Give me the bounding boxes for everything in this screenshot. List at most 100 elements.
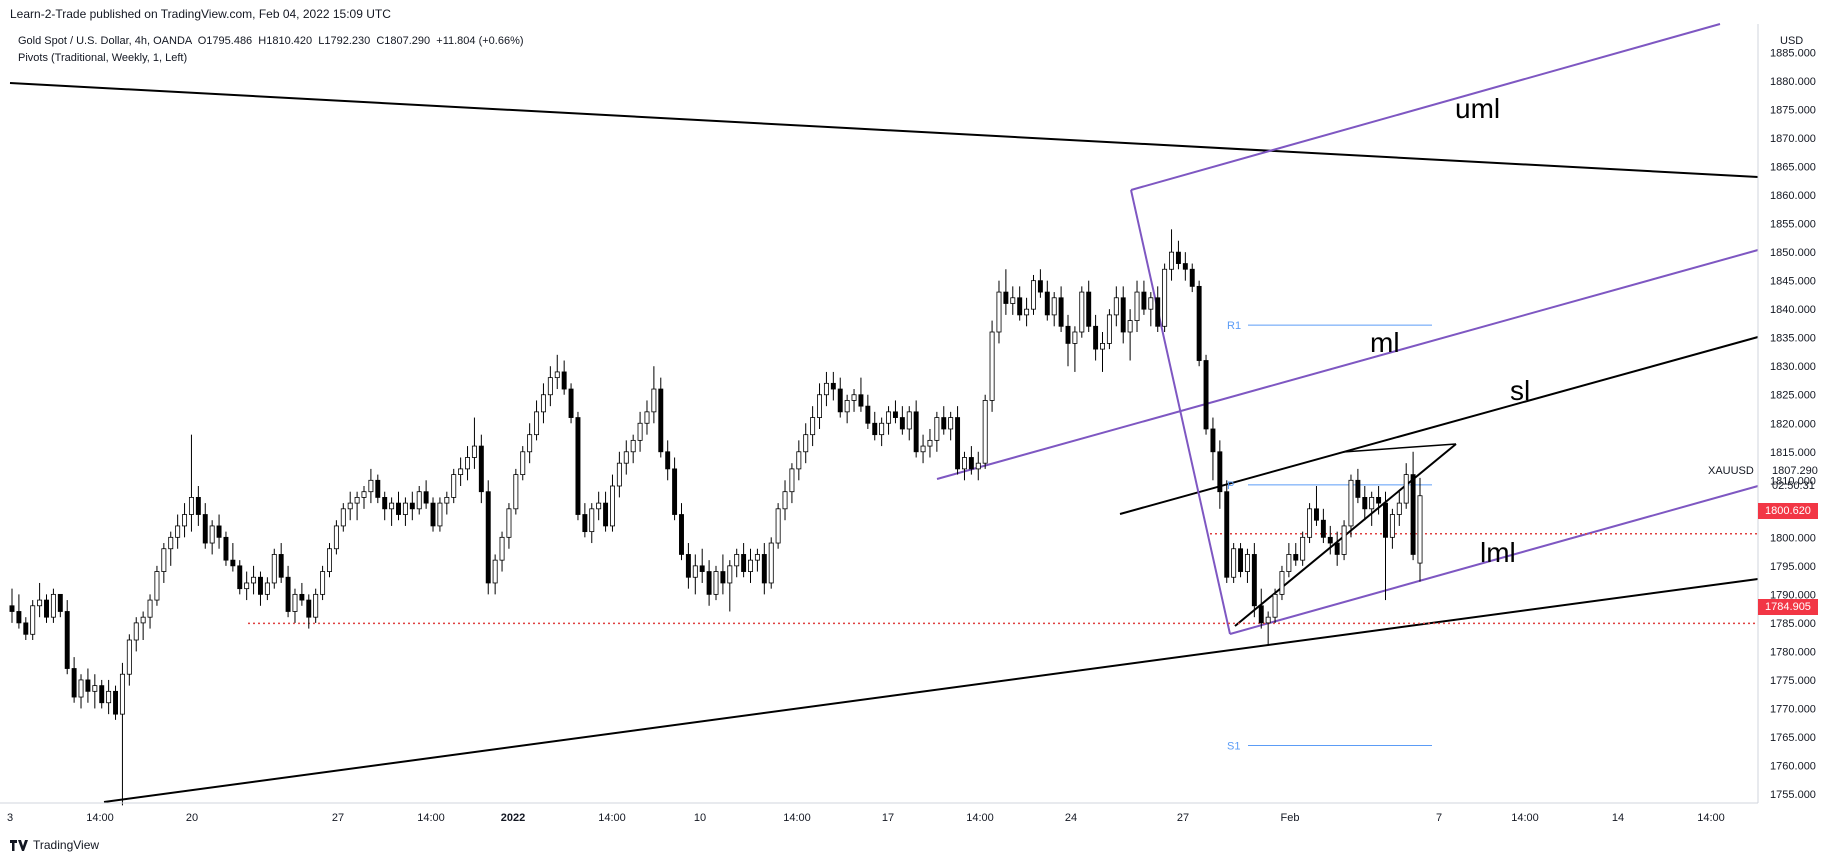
candle-body[interactable] (389, 502, 395, 510)
candle-body[interactable] (444, 497, 450, 504)
candle-body[interactable] (257, 576, 263, 595)
candle-body[interactable] (651, 388, 657, 413)
candle-body[interactable] (202, 514, 208, 544)
candle-body[interactable] (920, 445, 926, 453)
candle-body[interactable] (1093, 325, 1099, 350)
candle-body[interactable] (699, 565, 705, 572)
candle-body[interactable] (1286, 554, 1292, 572)
candle-body[interactable] (1120, 297, 1126, 333)
candle-body[interactable] (9, 605, 15, 612)
candle-body[interactable] (589, 508, 595, 533)
candle-body[interactable] (858, 394, 864, 407)
candle-body[interactable] (996, 291, 1002, 333)
candle-body[interactable] (1134, 291, 1140, 321)
candle-body[interactable] (534, 411, 540, 436)
candle-body[interactable] (1141, 291, 1147, 310)
candle-body[interactable] (692, 565, 698, 578)
candle-body[interactable] (37, 599, 43, 607)
candle-body[interactable] (209, 525, 215, 544)
candle-body[interactable] (1376, 497, 1382, 504)
candle-body[interactable] (195, 497, 201, 515)
candle-body[interactable] (126, 639, 132, 675)
candle-body[interactable] (30, 605, 36, 635)
candle-body[interactable] (1320, 519, 1326, 538)
candle-body[interactable] (1224, 491, 1230, 578)
candle-body[interactable] (1162, 268, 1168, 327)
candle-body[interactable] (188, 497, 194, 515)
candle-body[interactable] (761, 554, 767, 584)
candle-body[interactable] (637, 422, 643, 441)
candle-body[interactable] (948, 417, 954, 430)
candle-body[interactable] (119, 673, 125, 715)
candle-body[interactable] (320, 571, 326, 595)
candle-body[interactable] (1293, 554, 1299, 561)
candle-body[interactable] (1244, 554, 1250, 572)
candle-body[interactable] (1175, 251, 1181, 264)
price-axis[interactable]: 1755.000 1760.000 1765.000 1770.000 1775.000… (1757, 24, 1816, 803)
candle-body[interactable] (1010, 297, 1016, 304)
candle-body[interactable] (630, 439, 636, 453)
candle-body[interactable] (106, 690, 112, 704)
candle-body[interactable] (154, 571, 160, 601)
candle-body[interactable] (1272, 593, 1278, 618)
candle-body[interactable] (92, 685, 98, 692)
candle-body[interactable] (1383, 502, 1388, 538)
candle-body[interactable] (513, 474, 519, 510)
candle-body[interactable] (741, 554, 747, 572)
candle-body[interactable] (658, 388, 664, 453)
candle-body[interactable] (575, 417, 581, 515)
candle-body[interactable] (1265, 616, 1271, 624)
candle-body[interactable] (830, 382, 836, 390)
candle-body[interactable] (968, 457, 974, 470)
candle-body[interactable] (810, 417, 816, 436)
candle-body[interactable] (99, 685, 105, 704)
candle-body[interactable] (1051, 297, 1057, 316)
candle-body[interactable] (299, 593, 305, 601)
candle-body[interactable] (1314, 508, 1319, 521)
candle-body[interactable] (430, 502, 436, 527)
candle-body[interactable] (1058, 297, 1064, 327)
candle-body[interactable] (782, 491, 788, 510)
candle-body[interactable] (168, 536, 174, 550)
candle-body[interactable] (458, 468, 464, 475)
candle-body[interactable] (264, 582, 270, 595)
candle-body[interactable] (223, 536, 229, 561)
candle-body[interactable] (596, 502, 602, 510)
candle-body[interactable] (982, 400, 988, 464)
candle-body[interactable] (1065, 325, 1071, 344)
candle-body[interactable] (568, 388, 574, 418)
candle-body[interactable] (1396, 502, 1402, 515)
candle-body[interactable] (1341, 525, 1347, 555)
candle-body[interactable] (1307, 508, 1313, 538)
candle-body[interactable] (775, 508, 781, 544)
candle-body[interactable] (333, 525, 339, 550)
candle-body[interactable] (1044, 291, 1050, 316)
candle-body[interactable] (1196, 285, 1202, 361)
candle-body[interactable] (1417, 495, 1423, 564)
candle-body[interactable] (803, 434, 809, 453)
candle-body[interactable] (78, 679, 84, 698)
candle-body[interactable] (409, 502, 415, 510)
candle-body[interactable] (1072, 331, 1078, 344)
candle-body[interactable] (506, 508, 512, 538)
candle-body[interactable] (423, 491, 429, 504)
candle-body[interactable] (1079, 291, 1085, 333)
candle-body[interactable] (382, 497, 388, 510)
candle-body[interactable] (368, 479, 374, 493)
candle-body[interactable] (665, 451, 671, 470)
candle-body[interactable] (85, 679, 91, 692)
candle-body[interactable] (292, 593, 298, 612)
candle-body[interactable] (1403, 474, 1409, 504)
candle-body[interactable] (64, 611, 70, 669)
candle-body[interactable] (133, 622, 139, 641)
candle-body[interactable] (1410, 474, 1416, 555)
candle-body[interactable] (768, 542, 774, 584)
candle-body[interactable] (789, 468, 795, 493)
candle-body[interactable] (71, 668, 77, 698)
candle-body[interactable] (672, 468, 678, 515)
candle-body[interactable] (1169, 251, 1175, 270)
candle-body[interactable] (347, 502, 353, 510)
candle-body[interactable] (1389, 514, 1395, 538)
candle-body[interactable] (161, 548, 167, 572)
candle-body[interactable] (913, 411, 919, 453)
